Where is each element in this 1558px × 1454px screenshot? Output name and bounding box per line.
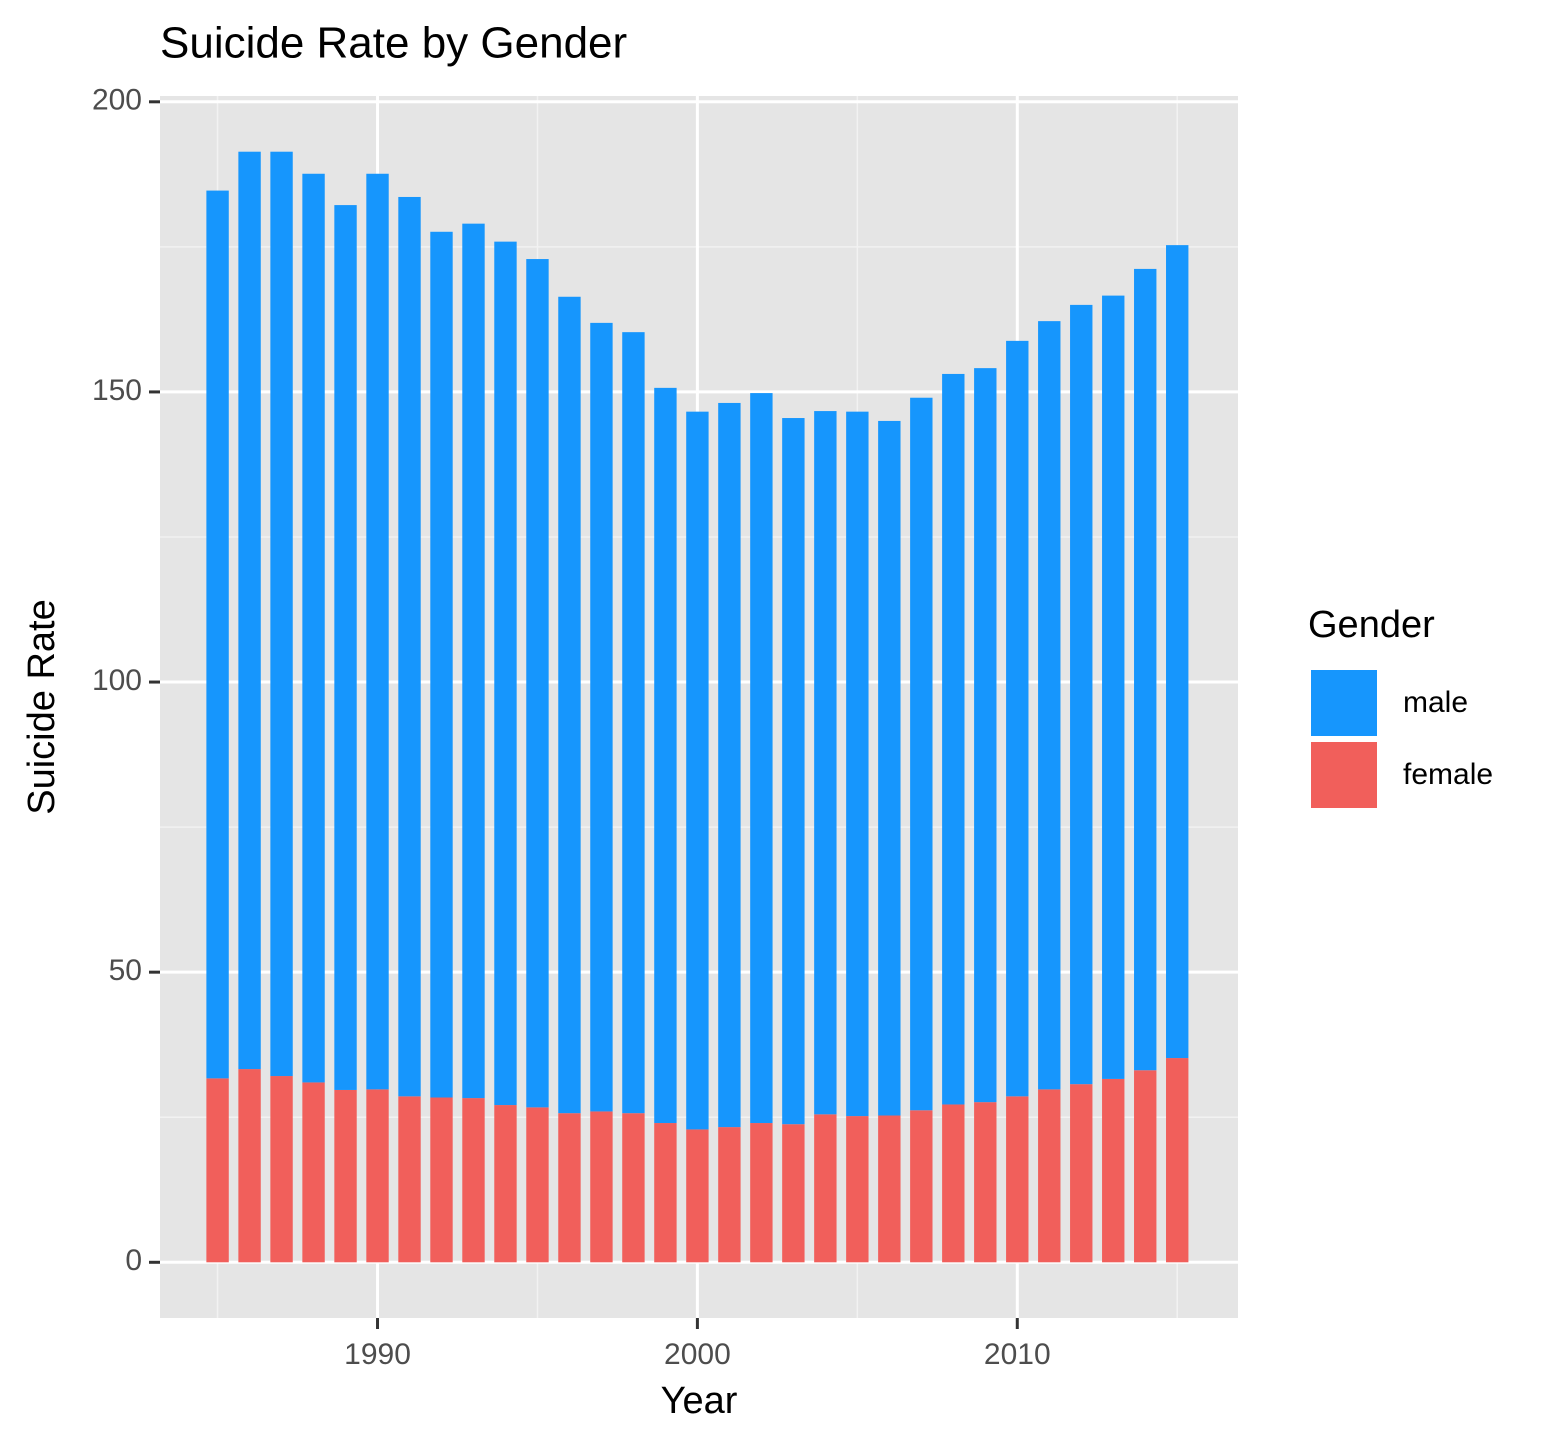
bar-segment bbox=[942, 1104, 965, 1263]
bar-segment bbox=[238, 1069, 261, 1263]
x-tick-label: 1990 bbox=[344, 1338, 411, 1371]
y-tick-label: 50 bbox=[109, 954, 142, 987]
bar-segment bbox=[302, 173, 325, 1083]
bar-segment bbox=[750, 1123, 773, 1263]
bar-segment bbox=[462, 1098, 485, 1263]
bar-segment bbox=[494, 241, 517, 1106]
bar-segment bbox=[334, 205, 357, 1090]
bar-segment bbox=[430, 231, 453, 1098]
bar-segment bbox=[1166, 245, 1189, 1059]
bar-segment bbox=[846, 411, 869, 1117]
y-axis-title: Suicide Rate bbox=[21, 599, 63, 814]
bar-segment bbox=[1134, 1070, 1157, 1263]
legend-label: female bbox=[1403, 758, 1493, 791]
bar-segment bbox=[814, 411, 837, 1115]
bar-segment bbox=[910, 397, 933, 1111]
bar-segment bbox=[302, 1082, 325, 1263]
bar-segment bbox=[878, 1115, 901, 1263]
bar-segment bbox=[1070, 304, 1093, 1085]
bar-segment bbox=[686, 411, 709, 1130]
bar-segment bbox=[398, 1096, 421, 1263]
bar-segment bbox=[590, 322, 613, 1112]
x-tick-label: 2010 bbox=[984, 1338, 1051, 1371]
bar-segment bbox=[622, 332, 645, 1114]
bar-segment bbox=[974, 368, 997, 1103]
y-tick-label: 100 bbox=[92, 664, 142, 697]
legend-title: Gender bbox=[1308, 604, 1435, 646]
bar-segment bbox=[462, 223, 485, 1099]
bar-segment bbox=[526, 259, 549, 1108]
legend-label: male bbox=[1403, 686, 1468, 719]
bar-segment bbox=[846, 1116, 869, 1263]
bar-segment bbox=[526, 1107, 549, 1263]
bar-segment bbox=[718, 1127, 741, 1263]
bar-segment bbox=[398, 196, 421, 1097]
bar-segment bbox=[942, 373, 965, 1105]
y-tick-label: 0 bbox=[125, 1244, 142, 1277]
y-tick-label: 150 bbox=[92, 374, 142, 407]
x-tick-label: 2000 bbox=[664, 1338, 731, 1371]
bar-segment bbox=[270, 1076, 293, 1263]
bar-segment bbox=[1006, 1096, 1029, 1263]
bar-segment bbox=[1102, 295, 1125, 1079]
x-axis-title: Year bbox=[661, 1380, 738, 1422]
chart-title: Suicide Rate by Gender bbox=[160, 19, 627, 68]
bar-segment bbox=[238, 151, 261, 1070]
bar-segment bbox=[366, 173, 389, 1090]
legend-key bbox=[1311, 742, 1377, 808]
bar-segment bbox=[1038, 1089, 1061, 1263]
bar-segment bbox=[686, 1129, 709, 1263]
bar-segment bbox=[750, 393, 773, 1124]
bar-segment bbox=[1038, 321, 1061, 1090]
bar-segment bbox=[206, 1078, 229, 1263]
bar-segment bbox=[270, 151, 293, 1077]
bar-segment bbox=[206, 190, 229, 1079]
bar-segment bbox=[910, 1110, 933, 1263]
bar-segment bbox=[1070, 1084, 1093, 1263]
bar-segment bbox=[366, 1089, 389, 1263]
bar-segment bbox=[654, 387, 677, 1124]
bar-segment bbox=[1134, 268, 1157, 1071]
bar-segment bbox=[814, 1114, 837, 1263]
bar-segment bbox=[494, 1105, 517, 1263]
bar-segment bbox=[622, 1113, 645, 1263]
bar-segment bbox=[782, 1124, 805, 1263]
bar-segment bbox=[558, 296, 581, 1114]
bar-segment bbox=[782, 418, 805, 1125]
bar-segment bbox=[1166, 1058, 1189, 1263]
legend-key bbox=[1311, 670, 1377, 736]
bar-segment bbox=[1006, 340, 1029, 1097]
bar-segment bbox=[558, 1113, 581, 1263]
bar-segment bbox=[334, 1089, 357, 1263]
bar-segment bbox=[590, 1111, 613, 1263]
bar-segment bbox=[974, 1102, 997, 1263]
bar-segment bbox=[878, 420, 901, 1116]
bar-segment bbox=[654, 1123, 677, 1263]
y-tick-label: 200 bbox=[92, 84, 142, 117]
bar-segment bbox=[430, 1097, 453, 1263]
bar-segment bbox=[1102, 1078, 1125, 1263]
bar-segment bbox=[718, 402, 741, 1128]
